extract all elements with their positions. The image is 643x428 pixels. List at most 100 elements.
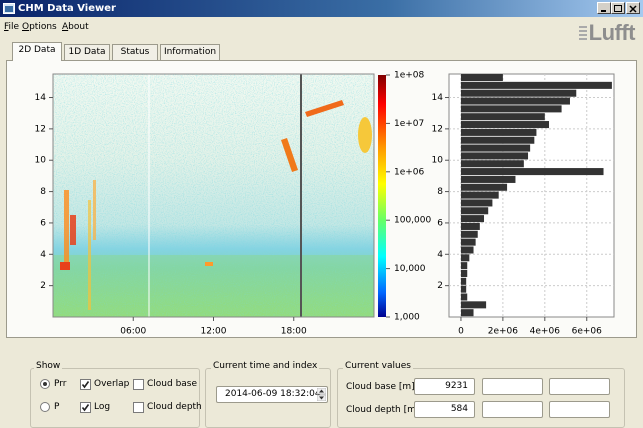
checkbox[interactable] <box>133 402 144 413</box>
bar <box>460 238 476 246</box>
value-field: 584 <box>414 401 475 418</box>
bar <box>460 285 467 293</box>
menu-item[interactable]: About <box>62 22 89 32</box>
bar <box>460 121 550 129</box>
bar <box>460 168 604 176</box>
bar <box>460 105 562 113</box>
colorbar-tick-label: 1e+07 <box>394 119 424 129</box>
bar <box>460 199 493 207</box>
bar <box>460 269 468 278</box>
x-tick-label: 4e+06 <box>530 327 561 337</box>
tab[interactable]: 2D Data <box>12 42 62 61</box>
checkbox[interactable] <box>80 379 91 390</box>
x-tick-label: 18:00 <box>281 327 307 337</box>
logo-text: Lufft <box>588 20 636 45</box>
y-tick-label: 2 <box>437 281 443 291</box>
group-title: Show <box>34 361 63 371</box>
tab[interactable]: 1D Data <box>64 44 110 60</box>
bar <box>460 113 545 121</box>
tab[interactable]: Status <box>112 44 158 60</box>
y-tick-label: 4 <box>437 250 443 260</box>
bar <box>460 191 499 199</box>
window-title: CHM Data Viewer <box>18 3 116 14</box>
value-field <box>549 378 610 395</box>
radio-label[interactable]: P <box>54 402 60 412</box>
colorbar <box>378 75 386 317</box>
bar <box>460 144 531 152</box>
checkbox-label[interactable]: Cloud depth <box>147 402 202 412</box>
y-tick-label: 8 <box>437 187 443 197</box>
time-cursor <box>300 74 302 317</box>
value-field <box>549 401 610 418</box>
bar <box>460 215 485 223</box>
value-field <box>482 401 543 418</box>
group-title: Current time and index <box>211 361 320 371</box>
value-field: 9231 <box>414 378 475 395</box>
checkbox-label[interactable]: Log <box>94 402 111 412</box>
bar <box>460 293 468 301</box>
y-tick-label: 14 <box>432 93 444 103</box>
tab-label: 1D Data <box>68 47 106 57</box>
radio-label[interactable]: Prr <box>54 379 67 389</box>
logo-mark <box>578 26 587 40</box>
tab-label: Status <box>120 47 150 57</box>
check-mark <box>81 404 90 412</box>
x-tick-label: 6e+06 <box>572 327 603 337</box>
bar <box>460 183 508 191</box>
bar <box>460 128 537 136</box>
bar <box>460 97 570 105</box>
group-title: Current values <box>343 361 413 371</box>
heatmap-image <box>53 74 374 317</box>
menu-item[interactable]: File <box>4 22 20 32</box>
values-group <box>337 368 625 428</box>
bar <box>460 254 470 262</box>
bar <box>460 309 474 317</box>
tab[interactable]: Information <box>160 44 220 60</box>
radio-button[interactable] <box>40 379 50 389</box>
bar <box>460 175 516 183</box>
spin-buttons[interactable] <box>317 388 326 401</box>
bar <box>460 136 535 144</box>
y-tick-label: 8 <box>40 187 46 197</box>
value-label: Cloud depth [m] <box>346 405 420 415</box>
y-tick-label: 12 <box>432 124 443 134</box>
y-tick-label: 10 <box>35 156 47 166</box>
x-tick-label: 2e+06 <box>488 327 519 337</box>
x-tick-label: 0 <box>458 327 464 337</box>
maximize-button[interactable] <box>611 2 625 14</box>
value-text: 9231 <box>445 381 468 391</box>
bar <box>460 152 529 160</box>
bar <box>460 160 524 168</box>
y-tick-label: 12 <box>35 124 46 134</box>
show-group <box>30 368 200 428</box>
colorbar-tick-label: 100,000 <box>394 216 431 226</box>
y-tick-label: 10 <box>432 156 444 166</box>
y-tick-label: 4 <box>40 250 46 260</box>
colorbar-tick-label: 1,000 <box>394 313 420 323</box>
checkbox-label[interactable]: Overlap <box>94 379 130 389</box>
bar <box>460 301 487 309</box>
value-field <box>482 378 543 395</box>
bar <box>460 246 474 254</box>
menu-item[interactable]: Options <box>22 22 57 32</box>
title-bar: CHM Data Viewer <box>0 0 643 17</box>
checkbox[interactable] <box>133 379 144 390</box>
radio-button[interactable] <box>40 402 50 412</box>
bar <box>460 262 468 270</box>
datetime-input[interactable]: 2014-06-09 18:32:04 <box>216 386 328 403</box>
y-tick-label: 14 <box>35 93 47 103</box>
x-tick-label: 12:00 <box>201 327 227 337</box>
tab-label: 2D Data <box>18 45 56 55</box>
checkbox-label[interactable]: Cloud base <box>147 379 198 389</box>
checkbox[interactable] <box>80 402 91 413</box>
bar <box>460 230 478 238</box>
close-button[interactable] <box>626 2 640 14</box>
check-mark <box>81 381 90 389</box>
bar <box>460 81 612 89</box>
value-text: 584 <box>450 404 468 414</box>
y-tick-label: 6 <box>437 218 443 228</box>
value-label: Cloud base [m] <box>346 382 415 392</box>
y-tick-label: 2 <box>40 281 46 291</box>
minimize-button[interactable] <box>597 2 611 14</box>
